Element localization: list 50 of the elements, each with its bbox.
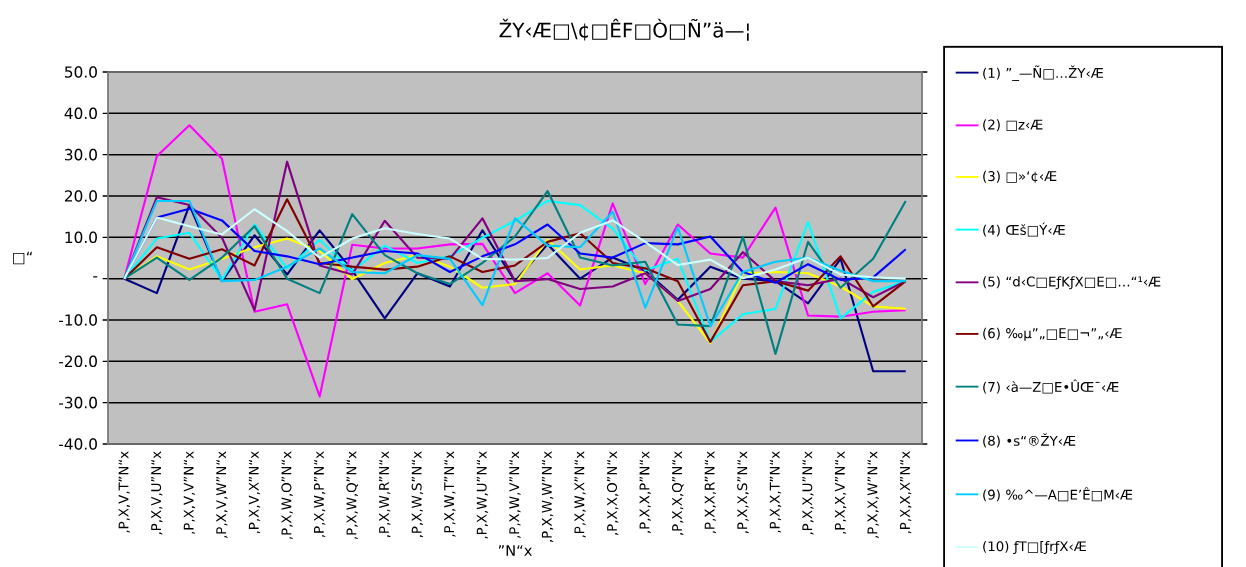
y-tick-label: -20.0 [59,355,97,368]
x-tick-label: ‚P‚X‚X‚R”N“x [704,451,716,534]
x-tick-label: ‚P‚X‚X‚T”N“x [769,451,782,533]
x-tick-label: ‚P‚X‚X‚Q”N“x [671,451,684,535]
x-tick-label: ‚P‚X‚X‚P”N“x [639,451,651,534]
line-series [123,124,907,398]
x-tick-label: ‚P‚X‚W‚X”N“x [574,451,586,538]
legend-label: (4) Œš□Ý‹Æ [983,222,1065,237]
x-tick-label: ‚P‚X‚X‚S”N“x [737,451,749,534]
x-axis-title: ”N“x [498,545,532,556]
legend-label: (10) ƒT□[ƒrƒX‹Æ [983,540,1086,554]
legend-label: (8) •s“®ŽY‹Æ [983,433,1076,448]
x-tick-label: ‚P‚X‚X‚O”N“x [606,451,619,535]
legend-label: (2) □z‹Æ [983,119,1043,132]
y-tick-label: -10.0 [59,314,97,326]
x-tick-label: ‚P‚X‚X‚X”N“x [900,451,912,534]
y-tick-label: 10.0 [65,231,97,244]
y-tick-label: - [93,276,98,278]
x-tick-label: ‚P‚X‚W‚U”N“x [476,451,489,539]
y-axis-title: □“ [13,251,32,265]
y-tick-label: 30.0 [65,148,97,161]
x-tick-label: ‚P‚X‚W‚W”N“x [541,451,554,542]
x-tick-label: ‚P‚X‚W‚P”N“x [314,451,326,538]
x-tick-label: ‚P‚X‚V‚W”N“x [216,451,228,538]
x-tick-label: ‚P‚X‚V‚X”N“x [248,451,261,534]
x-tick-label: ‚P‚X‚V‚T”N“x [118,451,130,533]
y-tick-label: 40.0 [64,107,97,120]
x-tick-label: ‚P‚X‚W‚R”N“x [379,451,391,538]
y-tick-label: -40.0 [59,438,97,450]
x-tick-label: ‚P‚X‚W‚S”N“x [411,451,424,538]
x-tick-label: ‚P‚X‚V‚V”N“x [183,451,196,534]
x-tick-label: ‚P‚X‚X‚V”N“x [834,451,847,534]
x-tick-label: ‚P‚X‚W‚T”N“x [444,451,456,537]
x-tick-label: ‚P‚X‚W‚Q”N“x [346,451,359,540]
line-series [123,204,907,373]
legend-label: (9) ‰^—A□E’Ê□M‹Æ [983,487,1133,502]
legend-label: (5) “d‹C□EƒKƒX□E□…“¹‹Æ [983,276,1161,290]
y-tick-label: 50.0 [65,66,97,78]
chart-title: ŽY‹Æ□\¢□ÊF□Ò□Ñ”ä—¦ [499,18,749,41]
x-tick-label: ‚P‚X‚X‚W”N“x [867,451,879,538]
y-tick-label: -30.0 [59,396,97,409]
legend-label: (6) ‰µ”„□E□¬”„‹Æ [983,327,1122,341]
x-tick-label: ‚P‚X‚X‚U”N“x [802,451,814,535]
legend-label: (3) □»‘¢‹Æ [983,170,1057,184]
x-tick-label: ‚P‚X‚W‚O”N“x [281,451,293,540]
legend-label: (7) ‹à—Z□E•ÛŒ¯‹Æ [983,379,1119,394]
y-tick-label: 20.0 [64,190,97,202]
legend-label: (1) ”_—Ñ□…ŽY‹Æ [983,65,1103,81]
x-tick-label: ‚P‚X‚W‚V”N“x [509,451,521,538]
x-tick-label: ‚P‚X‚V‚U”N“x [151,451,163,535]
